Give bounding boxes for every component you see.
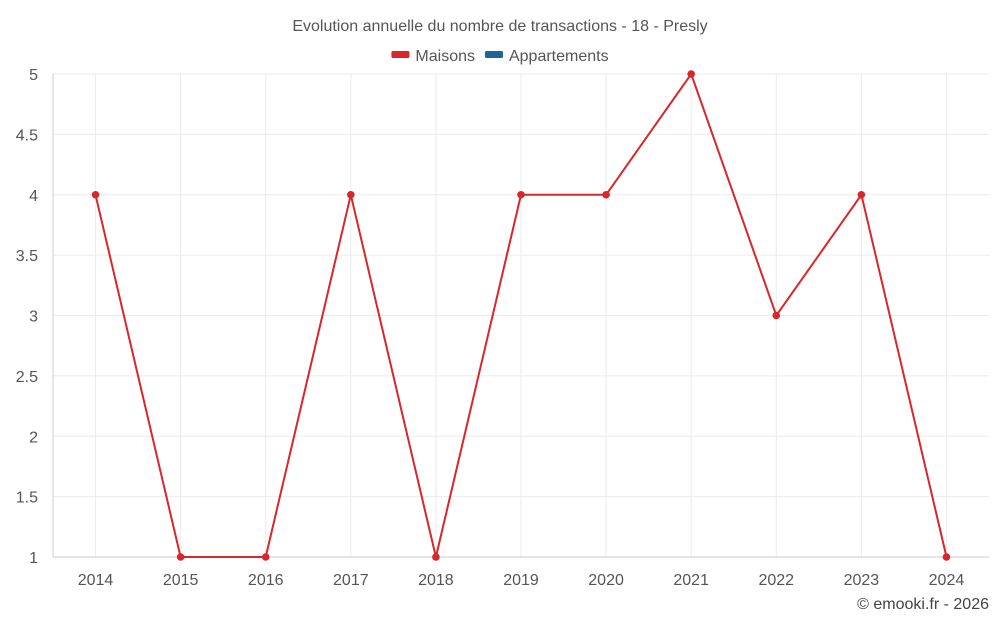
y-tick-label: 3.5: [16, 248, 38, 265]
data-point[interactable]: [432, 553, 440, 561]
x-tick-label: 2023: [844, 572, 880, 589]
chart-legend: Maisons Appartements: [391, 48, 609, 65]
legend-swatch: [391, 51, 410, 58]
x-tick-label: 2021: [673, 572, 709, 589]
legend-label: Maisons: [415, 48, 475, 65]
data-point[interactable]: [261, 553, 270, 561]
data-point[interactable]: [857, 190, 866, 199]
y-tick-label: 4.5: [16, 127, 38, 144]
data-point[interactable]: [517, 190, 525, 199]
data-point[interactable]: [772, 311, 781, 320]
x-tick-label: 2017: [333, 572, 369, 589]
x-tick-label: 2016: [248, 572, 284, 589]
x-tick-label: 2018: [418, 572, 454, 589]
x-tick-label: 2020: [588, 572, 624, 589]
y-tick-label: 3: [29, 309, 38, 326]
y-tick-label: 1: [29, 550, 38, 567]
chart-title: Evolution annuelle du nombre de transact…: [292, 18, 707, 35]
x-tick-label: 2024: [929, 572, 965, 589]
legend-item[interactable]: Maisons: [391, 48, 475, 65]
y-tick-label: 2.5: [16, 369, 38, 386]
x-tick-label: 2022: [758, 572, 794, 589]
data-point[interactable]: [602, 190, 610, 199]
y-tick-label: 4: [29, 188, 38, 205]
y-tick-label: 1.5: [16, 490, 38, 507]
legend-swatch: [484, 51, 503, 58]
y-tick-label: 2: [29, 429, 38, 446]
credit-text: © emooki.fr - 2026: [857, 596, 989, 613]
series-layer: [91, 70, 951, 561]
data-point[interactable]: [176, 553, 185, 561]
legend-item[interactable]: Appartements: [484, 48, 609, 65]
x-tick-label: 2019: [503, 572, 539, 589]
grid-lines: [53, 73, 989, 557]
data-point[interactable]: [687, 70, 695, 78]
data-point[interactable]: [942, 553, 951, 561]
legend-label: Appartements: [509, 48, 609, 65]
x-tick-label: 2015: [163, 572, 199, 589]
x-tick-label: 2014: [78, 572, 114, 589]
data-point[interactable]: [91, 190, 100, 199]
data-point[interactable]: [347, 190, 355, 199]
y-tick-label: 5: [29, 67, 38, 84]
tick-labels: 1 1.5 2 2.5 3 3.5 4 4.5 5 2014 2015 2016 2017 2018 201…: [16, 67, 965, 589]
